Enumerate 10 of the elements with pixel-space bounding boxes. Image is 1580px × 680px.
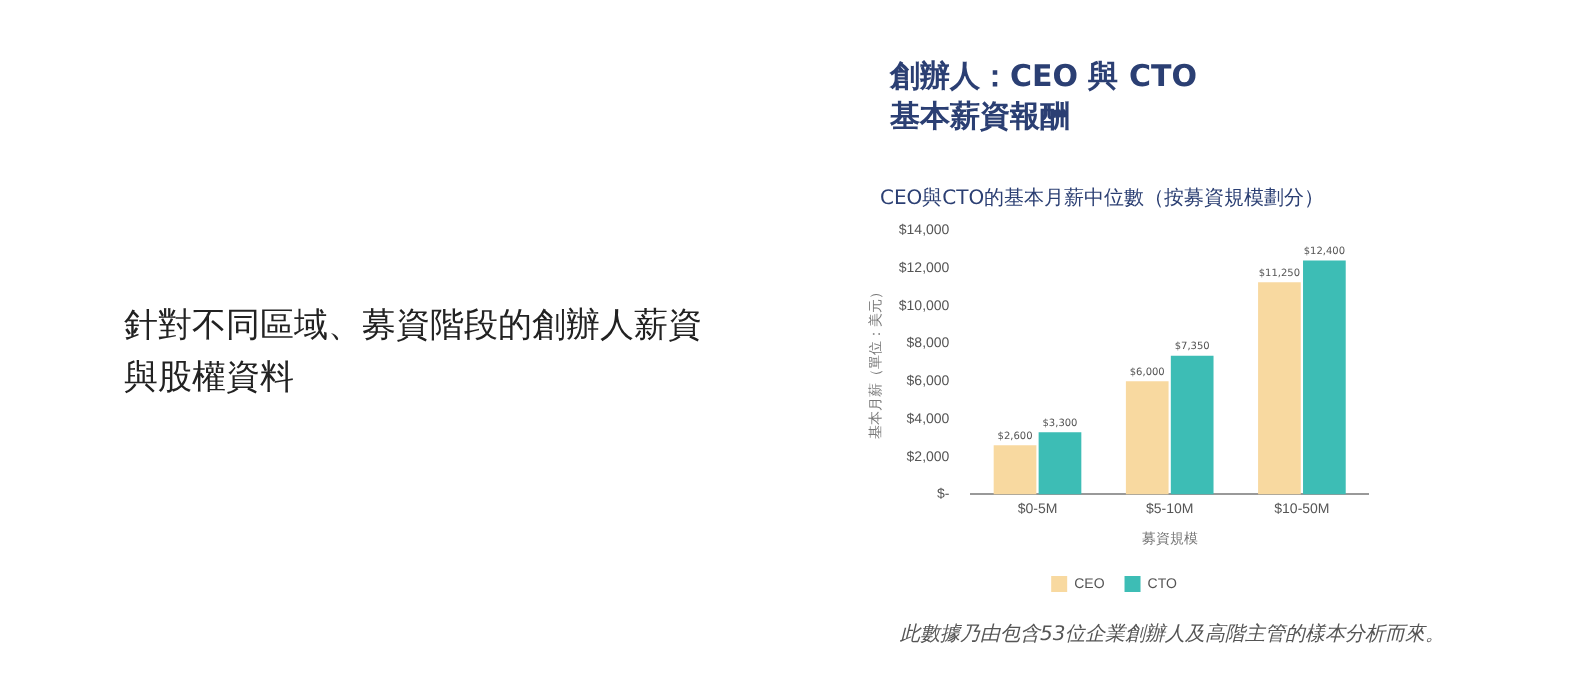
bar [1258,282,1301,495]
bar [1170,355,1214,495]
text: 針對不同區域、募資階段的創辦人薪資與股權資料 [124,304,704,402]
chart-title: 創辦人：CEO 與 CTO 基本薪資報酬 [890,56,1199,136]
bar [1038,432,1082,495]
bar [993,445,1037,495]
text: 此數據乃由包含53位企業創辦人及高階主管的樣本分析而來。 [900,621,1446,648]
chart-subtitle: CEO與CTO的基本月薪中位數（按募資規模劃分） [880,185,1325,212]
bar [1303,260,1346,495]
bar [1125,381,1169,495]
